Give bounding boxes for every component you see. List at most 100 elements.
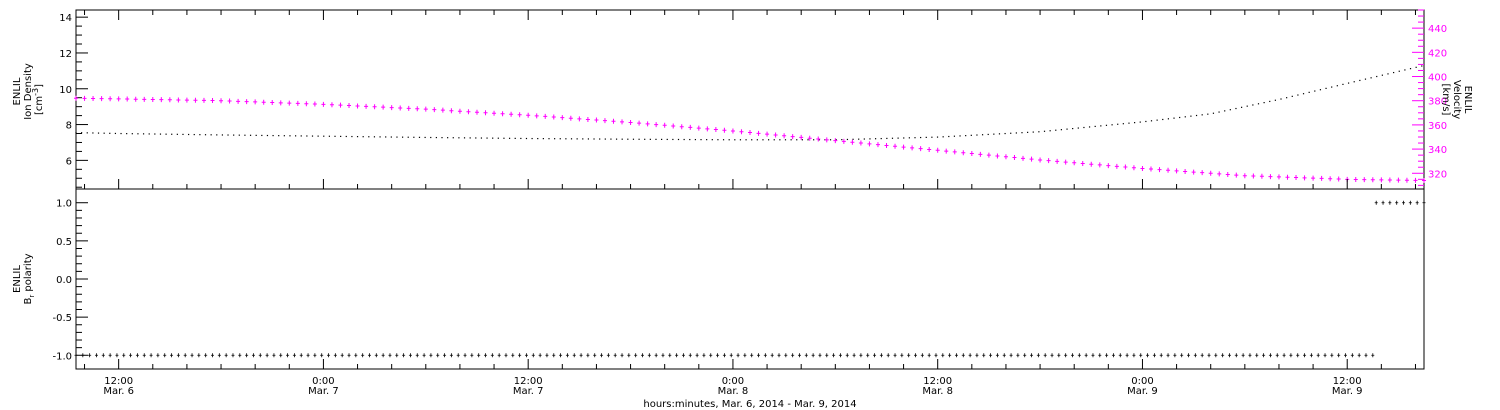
polarity-point [606,353,610,358]
velocity-point [594,117,599,123]
polarity-point [176,353,180,358]
polarity-point [1098,353,1102,358]
velocity-point [184,97,189,103]
velocity-point [1413,177,1418,183]
polarity-point [784,353,788,358]
density-point [114,132,117,135]
density-axis-title: ENLIL Ion Density [cm-3] [12,63,45,120]
density-point [1212,112,1215,114]
density-point [632,138,635,140]
polarity-point [893,353,897,358]
velocity-point [1396,177,1401,183]
density-point [103,132,105,134]
velocity-point [577,116,582,122]
polarity-point [1227,353,1231,358]
density-point [1190,115,1192,117]
density-point [1139,121,1141,123]
polarity-point [968,353,972,358]
velocity-point [517,112,522,118]
velocity-point [611,118,616,124]
density-point [796,139,798,141]
density-point [216,134,218,136]
density-point [1235,107,1237,110]
polarity-point [94,353,98,358]
density-point [379,136,381,138]
density-point [1229,109,1231,111]
density-point [520,137,522,140]
polarity-point [538,353,542,358]
polarity-point [934,353,938,358]
velocity-point [176,97,181,103]
density-point [1302,93,1305,95]
polarity-point [504,353,508,358]
velocity-point [338,102,343,108]
density-point [233,134,235,136]
velocity-point [773,132,778,138]
polarity-point [1374,200,1378,205]
polarity-point [627,353,631,358]
density-point [1353,81,1355,83]
polarity-point [859,353,863,358]
velocity-point [1251,173,1256,179]
density-point [1269,100,1271,103]
density-point [1257,103,1260,105]
density-point [1409,68,1412,70]
polarity-point [736,353,740,358]
polarity-point [1057,353,1061,358]
polarity-point [170,353,174,358]
polarity-point [688,353,692,358]
density-axis-title-line1: ENLIL [12,77,23,105]
density-point [1342,83,1344,85]
density-point [908,137,910,139]
polarity-point [443,353,447,358]
polarity-point [1350,353,1354,358]
density-point [565,138,567,140]
velocity-point [116,96,121,102]
polarity-point [238,353,242,358]
polarity-point [463,353,467,358]
density-point [1319,89,1322,91]
velocity-point [645,121,650,127]
polarity-point [750,353,754,358]
polarity-point [1030,353,1034,358]
velocity-point [270,100,275,106]
density-point [762,139,764,141]
polarity-point [327,353,331,358]
polarity-point [1207,353,1211,358]
polarity-point [613,353,617,358]
density-point [244,134,246,136]
polarity-point [927,353,931,358]
density-point [1387,73,1389,75]
polarity-point [1296,353,1300,358]
density-point [987,133,989,136]
velocity-point [884,142,889,148]
polarity-point [743,353,747,358]
density-point [1297,94,1299,96]
polarity-point [313,353,317,358]
density-point [193,133,195,136]
density-point [311,135,314,137]
density-point [722,139,725,141]
velocity-point [893,143,898,149]
velocity-point [1353,176,1358,182]
velocity-series [74,95,1426,184]
polarity-point [559,353,563,358]
x-tick-time-label: 0:00 [312,376,334,387]
density-point [1370,77,1372,79]
density-point [700,139,702,141]
polarity-point [1159,353,1163,358]
velocity-point [1174,168,1179,174]
velocity-point [850,139,855,145]
velocity-point [713,127,718,133]
density-point [126,133,128,135]
velocity-point [1404,177,1409,183]
density-point [666,138,668,141]
velocity-point [961,150,966,156]
density-point [1263,102,1265,104]
polarity-point [149,353,153,358]
velocity-point [440,107,445,113]
velocity-point [1063,159,1068,165]
density-point [728,139,730,141]
